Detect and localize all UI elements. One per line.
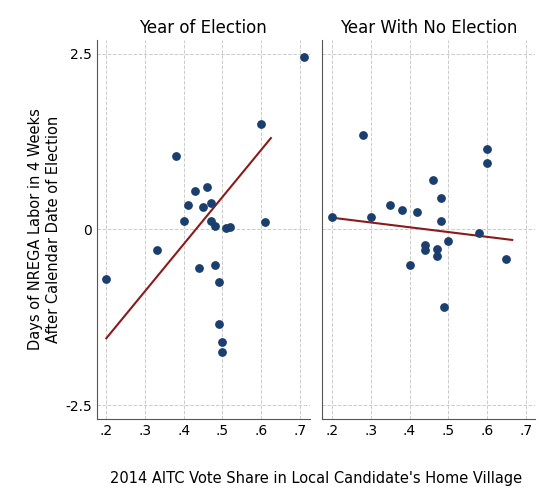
Point <box>195 264 204 272</box>
Point <box>440 303 449 310</box>
Point <box>421 247 429 254</box>
Point <box>502 255 511 263</box>
Point <box>102 275 111 283</box>
Text: 2014 AITC Vote Share in Local Candidate's Home Village: 2014 AITC Vote Share in Local Candidate'… <box>110 471 522 486</box>
Point <box>405 260 414 268</box>
Point <box>432 245 441 253</box>
Point <box>257 120 266 128</box>
Point <box>210 260 219 268</box>
Point <box>367 213 375 221</box>
Title: Year With No Election: Year With No Election <box>340 19 518 37</box>
Point <box>191 187 200 195</box>
Point <box>183 201 192 209</box>
Point <box>397 206 406 214</box>
Point <box>299 53 308 61</box>
Point <box>218 348 227 356</box>
Point <box>359 130 368 138</box>
Point <box>428 176 437 184</box>
Point <box>206 217 215 225</box>
Point <box>172 152 181 160</box>
Point <box>421 241 429 249</box>
Point <box>444 238 453 246</box>
Point <box>210 222 219 230</box>
Title: Year of Election: Year of Election <box>139 19 267 37</box>
Point <box>179 217 188 225</box>
Point <box>261 218 269 226</box>
Point <box>328 213 337 221</box>
Point <box>214 320 223 328</box>
Point <box>482 145 491 153</box>
Point <box>199 203 208 211</box>
Point <box>206 199 215 207</box>
Point <box>226 223 235 231</box>
Point <box>386 201 395 209</box>
Point <box>222 224 231 232</box>
Point <box>413 208 422 216</box>
Point <box>475 229 484 237</box>
Point <box>218 338 227 346</box>
Point <box>482 159 491 167</box>
Point <box>432 252 441 260</box>
Point <box>152 247 161 254</box>
Point <box>436 194 445 202</box>
Point <box>203 184 211 191</box>
Y-axis label: Days of NREGA Labor in 4 Weeks
After Calendar Date of Election: Days of NREGA Labor in 4 Weeks After Cal… <box>28 109 61 350</box>
Point <box>214 278 223 286</box>
Point <box>436 217 445 225</box>
